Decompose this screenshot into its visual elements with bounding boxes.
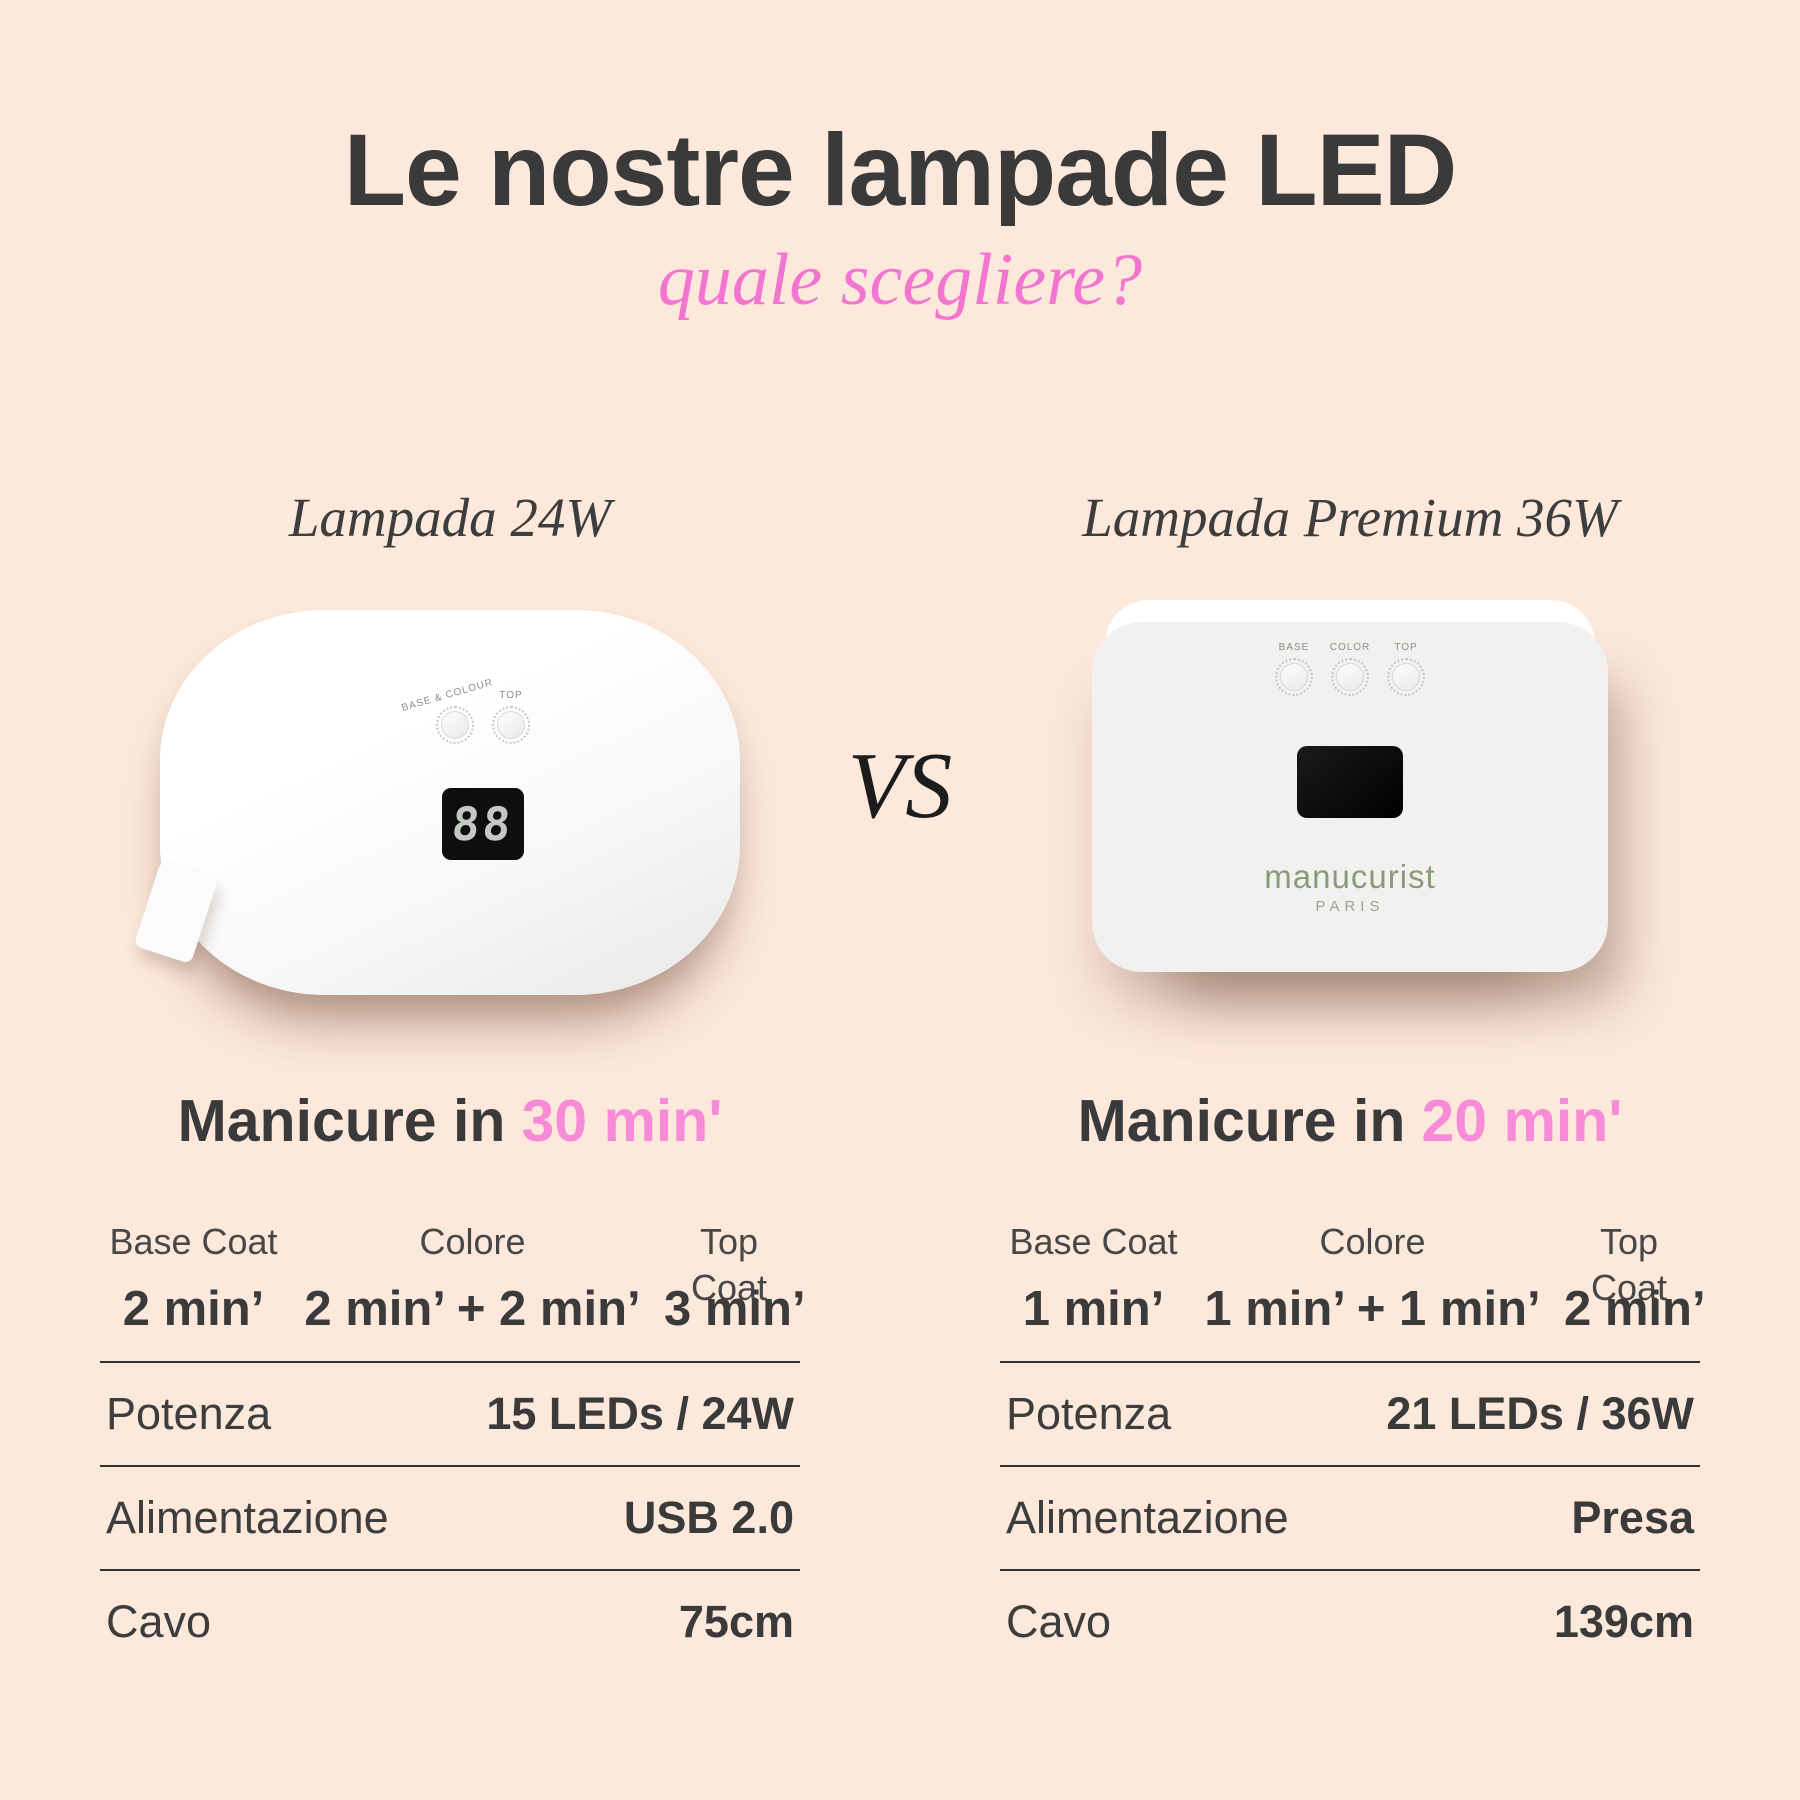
value-top-coat: 3 min’ — [664, 1282, 806, 1336]
value-colore: 1 min’ + 1 min’ — [1204, 1282, 1541, 1336]
value-base-coat: 2 min’ — [122, 1282, 265, 1336]
lcd-display — [1297, 746, 1403, 818]
manicure-time-value: 20 min' — [1421, 1088, 1623, 1154]
lamp-24w-name: Lampada 24W — [288, 487, 612, 548]
manicure-prefix: Manicure in — [177, 1088, 506, 1154]
top-knob-icon — [1387, 658, 1425, 696]
lamp-36w-body: BASE COLOR TOP manucurist — [1092, 600, 1608, 972]
manicure-time-line: Manicure in 30 min' — [100, 1085, 800, 1157]
header-top-coat: Top Coat — [1590, 1221, 1668, 1308]
page-title: Le nostre lampade LED — [343, 113, 1458, 227]
page-subtitle: quale scegliere? — [657, 239, 1143, 321]
header-top-coat: Top Coat — [690, 1221, 768, 1308]
timer-digits: 88 — [449, 797, 517, 851]
spec-row-cavo: Cavo 75cm — [100, 1571, 800, 1673]
brand-city: PARIS — [1315, 898, 1385, 915]
color-knob-label: COLOR — [1329, 642, 1371, 653]
manicure-prefix: Manicure in — [1077, 1088, 1406, 1154]
knob-button — [441, 711, 469, 739]
base-colour-knob: BASE & COLOUR — [400, 677, 494, 744]
coat-times-table: Base Coat Colore Top Coat 2 min’ 2 min’ … — [100, 1219, 806, 1341]
spec-row-potenza: Potenza 15 LEDs / 24W — [100, 1363, 800, 1467]
base-colour-knob-icon — [436, 706, 474, 744]
base-knob-label: BASE — [1278, 642, 1310, 653]
spec-table: Potenza 21 LEDs / 36W Alimentazione Pres… — [1000, 1361, 1700, 1673]
value-top-coat: 2 min’ — [1564, 1282, 1706, 1336]
vs-column: VS — [800, 480, 1000, 1673]
spec-value: 15 LEDs / 24W — [486, 1388, 794, 1439]
column-lamp-24w: Lampada 24W BASE & COLOUR TOP — [100, 480, 806, 1673]
spec-label: Alimentazione — [1006, 1492, 1289, 1543]
value-base-coat: 1 min’ — [1022, 1282, 1165, 1336]
manicure-time-value: 30 min' — [521, 1088, 723, 1154]
vs-label: VS — [847, 734, 953, 838]
comparison-columns: Lampada 24W BASE & COLOUR TOP — [100, 480, 1706, 1673]
top-knob: TOP — [1385, 642, 1427, 696]
coat-times-header-row: Base Coat Colore Top Coat — [1000, 1219, 1700, 1308]
spec-value: 139cm — [1553, 1596, 1694, 1647]
spec-label: Alimentazione — [106, 1492, 389, 1543]
spec-row-potenza: Potenza 21 LEDs / 36W — [1000, 1363, 1700, 1467]
spec-value: 21 LEDs / 36W — [1386, 1388, 1694, 1439]
base-knob-icon — [1275, 658, 1313, 696]
top-knob-icon — [492, 706, 530, 744]
header-colore: Colore — [419, 1221, 526, 1262]
spec-table: Potenza 15 LEDs / 24W Alimentazione USB … — [100, 1361, 800, 1673]
lamp-36w-name: Lampada Premium 36W — [1082, 487, 1618, 548]
spec-value: Presa — [1571, 1492, 1694, 1543]
spec-label: Potenza — [106, 1388, 272, 1439]
color-knob-icon — [1331, 658, 1369, 696]
column-lamp-36w: Lampada Premium 36W BASE COLOR TOP — [1000, 480, 1706, 1673]
lamp-24w-body: BASE & COLOUR TOP 88 — [160, 610, 740, 995]
header-colore: Colore — [1319, 1221, 1426, 1262]
top-knob: TOP — [490, 690, 532, 744]
brand-logo: manucurist — [1264, 858, 1436, 895]
spec-label: Cavo — [1006, 1596, 1112, 1647]
knob-button — [1280, 663, 1308, 691]
coat-times-value-row: 2 min’ 2 min’ + 2 min’ 3 min’ — [100, 1277, 806, 1341]
base-knob: BASE — [1273, 642, 1315, 696]
coat-times-header-row: Base Coat Colore Top Coat — [100, 1219, 800, 1308]
lamp-24w-controls: BASE & COLOUR TOP — [400, 677, 532, 744]
spec-value: USB 2.0 — [623, 1492, 794, 1543]
lamp-36w-controls: BASE COLOR TOP — [1273, 642, 1427, 696]
knob-button — [1392, 663, 1420, 691]
top-knob-label: TOP — [1394, 642, 1418, 653]
lamp-36w-photo: BASE COLOR TOP manucurist — [1000, 555, 1700, 1020]
coat-times-value-row: 1 min’ 1 min’ + 1 min’ 2 min’ — [1000, 1277, 1706, 1341]
knob-button — [1336, 663, 1364, 691]
knob-button — [497, 711, 525, 739]
spec-label: Potenza — [1006, 1388, 1172, 1439]
spec-row-alimentazione: Alimentazione Presa — [1000, 1467, 1700, 1571]
coat-times-table: Base Coat Colore Top Coat 1 min’ 1 min’ … — [1000, 1219, 1706, 1341]
spec-value: 75cm — [678, 1596, 794, 1647]
lamp-24w-photo: BASE & COLOUR TOP 88 — [100, 555, 800, 1020]
value-colore: 2 min’ + 2 min’ — [304, 1282, 641, 1336]
color-knob: COLOR — [1329, 642, 1371, 696]
spec-row-alimentazione: Alimentazione USB 2.0 — [100, 1467, 800, 1571]
header-base-coat: Base Coat — [1009, 1221, 1178, 1262]
top-knob-label: TOP — [499, 690, 523, 701]
spec-label: Cavo — [106, 1596, 212, 1647]
manicure-time-line: Manicure in 20 min' — [1000, 1085, 1700, 1157]
header-base-coat: Base Coat — [109, 1221, 278, 1262]
spec-row-cavo: Cavo 139cm — [1000, 1571, 1700, 1673]
timer-display: 88 — [442, 788, 524, 860]
